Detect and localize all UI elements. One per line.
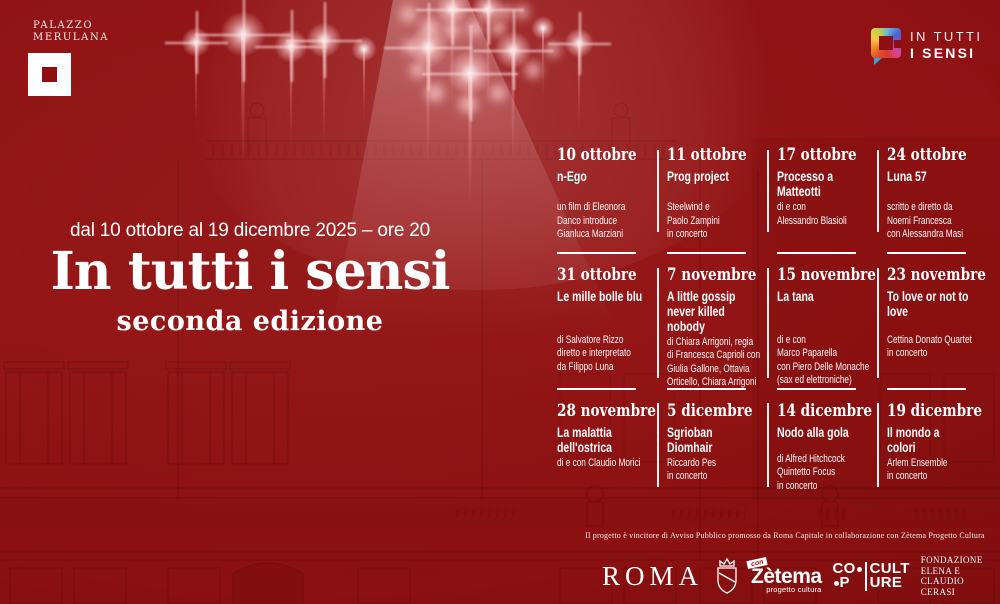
coop-dot-icon [856, 566, 862, 572]
coop-text: URE [869, 574, 903, 591]
hero: dal 10 ottobre al 19 dicembre 2025 – ore… [30, 220, 470, 337]
event-title: Le mille bolle blu [557, 287, 643, 304]
event-date: 15 novembre [777, 264, 876, 285]
event-credits: un film di Eleonora Danco introduce Gian… [557, 201, 626, 240]
coop-text: CULT [869, 560, 910, 577]
roma-crest-icon [717, 557, 737, 594]
event-date: 28 novembre [557, 400, 656, 421]
palazzo-logo-line1: PALAZZO [33, 20, 94, 31]
event-card: 14 dicembre Nodo alla gola di Alfred Hit… [767, 388, 877, 493]
event-date: 19 dicembre [887, 400, 982, 421]
event-title: Prog project [667, 168, 729, 184]
event-title: Processo a Matteotti [777, 168, 834, 199]
event-date: 23 novembre [887, 264, 986, 285]
coop-divider [864, 561, 867, 591]
fondazione-line: CERASI [920, 586, 956, 597]
event-date: 5 dicembre [667, 400, 753, 421]
event-credits: Cettina Donato Quartet in concerto [887, 333, 972, 360]
event-date: 7 novembre [667, 264, 757, 285]
event-title: La tana [777, 287, 814, 304]
event-card: 11 ottobre Prog project Steelwind e Paol… [657, 146, 767, 252]
funding-credit-text: Il progetto è vincitore di Avviso Pubbli… [585, 531, 985, 540]
palazzo-merulana-logo-icon [28, 53, 71, 96]
festival-logo-line2: I SENSI [910, 45, 976, 61]
palazzo-logo-line2: MERULANA [33, 31, 110, 43]
festival-logo-line1: IN TUTTI [910, 29, 983, 44]
event-credits: Steelwind e Paolo Zampini in concerto [667, 201, 720, 240]
events-row-1: 10 ottobre n-Ego un film di Eleonora Dan… [547, 146, 991, 252]
zetema-subtitle: progetto cultura [766, 584, 822, 594]
event-credits: di Chiara Arrigoni, regia di Francesca C… [667, 335, 761, 389]
events-row-2: 31 ottobre Le mille bolle blu di Salvato… [547, 252, 991, 390]
event-title: Sgrioban Diomhair [667, 423, 713, 455]
coop-dot-icon [833, 580, 839, 586]
palazzo-merulana-logo: PALAZZO MERULANA [28, 20, 109, 96]
festival-logo: IN TUTTI I SENSI [871, 28, 982, 65]
event-credits: di e con Alessandro Blasioli [777, 201, 847, 227]
fondazione-cerasi-logo: FONDAZIONE ELENA E CLAUDIO CERASI [921, 555, 997, 597]
event-card: 10 ottobre n-Ego un film di Eleonora Dan… [547, 146, 657, 252]
event-card: 7 novembre A little gossip never killed … [657, 252, 767, 390]
event-card: 28 novembre La malattia dell'ostrica di … [547, 388, 657, 493]
event-date: 14 dicembre [777, 400, 872, 421]
event-period-text: dal 10 ottobre al 19 dicembre 2025 – ore… [69, 220, 431, 241]
event-credits: Arlem Ensemble in concerto [887, 456, 948, 483]
event-card: 24 ottobre Luna 57 scritto e diretto da … [877, 146, 987, 252]
fondazione-line: ELENA E CLAUDIO [920, 565, 965, 587]
event-card: 31 ottobre Le mille bolle blu di Salvato… [547, 252, 657, 390]
event-title: n-Ego [557, 168, 587, 184]
event-credits: di e con Claudio Morici [557, 456, 641, 469]
event-title: Il mondo a colori [887, 423, 940, 455]
coop-text: CO [832, 560, 856, 577]
festival-logo-icon [871, 28, 902, 65]
events-grid: 10 ottobre n-Ego un film di Eleonora Dan… [547, 146, 991, 493]
partner-logos: ROMA con Zètema progetto cultura CO P CU… [602, 552, 997, 600]
event-title: La malattia dell'ostrica [557, 423, 613, 455]
zetema-name: Zètema [751, 564, 822, 588]
event-date: 31 ottobre [557, 264, 637, 285]
festival-subtitle: seconda edizione [116, 306, 384, 337]
event-date: 11 ottobre [667, 145, 747, 165]
event-credits: Riccardo Pes in concerto [667, 456, 717, 483]
event-card: 19 dicembre Il mondo a colori Arlem Ense… [877, 388, 987, 493]
event-credits: di Salvatore Rizzo diretto e interpretat… [557, 333, 631, 373]
festival-title: In tutti i sensi [50, 241, 450, 302]
event-date: 10 ottobre [557, 145, 637, 165]
zetema-logo: con Zètema progetto cultura [746, 556, 822, 594]
event-credits: di Alfred Hitchcock Quintetto Focus in c… [777, 452, 845, 492]
event-date: 24 ottobre [887, 145, 967, 165]
coopculture-logo: CO P CULT URE [832, 560, 910, 591]
event-title: Luna 57 [887, 168, 927, 184]
events-row-3: 28 novembre La malattia dell'ostrica di … [547, 388, 991, 493]
roma-logo: ROMA [602, 560, 704, 591]
event-title: To love or not to love [887, 287, 969, 319]
event-card: 15 novembre La tana di e con Marco Papar… [767, 252, 877, 390]
event-title: Nodo alla gola [777, 423, 849, 440]
event-date: 17 ottobre [777, 145, 857, 165]
event-title: A little gossip never killed nobody [667, 287, 736, 334]
event-card: 17 ottobre Processo a Matteotti di e con… [767, 146, 877, 252]
event-credits: di e con Marco Paparella con Piero Delle… [777, 333, 870, 387]
event-credits: scritto e diretto da Noemi Francesca con… [887, 201, 964, 240]
event-card: 23 novembre To love or not to love Cetti… [877, 252, 987, 390]
coop-text: P [839, 574, 850, 591]
event-card: 5 dicembre Sgrioban Diomhair Riccardo Pe… [657, 388, 767, 493]
fondazione-line: FONDAZIONE [920, 555, 983, 565]
